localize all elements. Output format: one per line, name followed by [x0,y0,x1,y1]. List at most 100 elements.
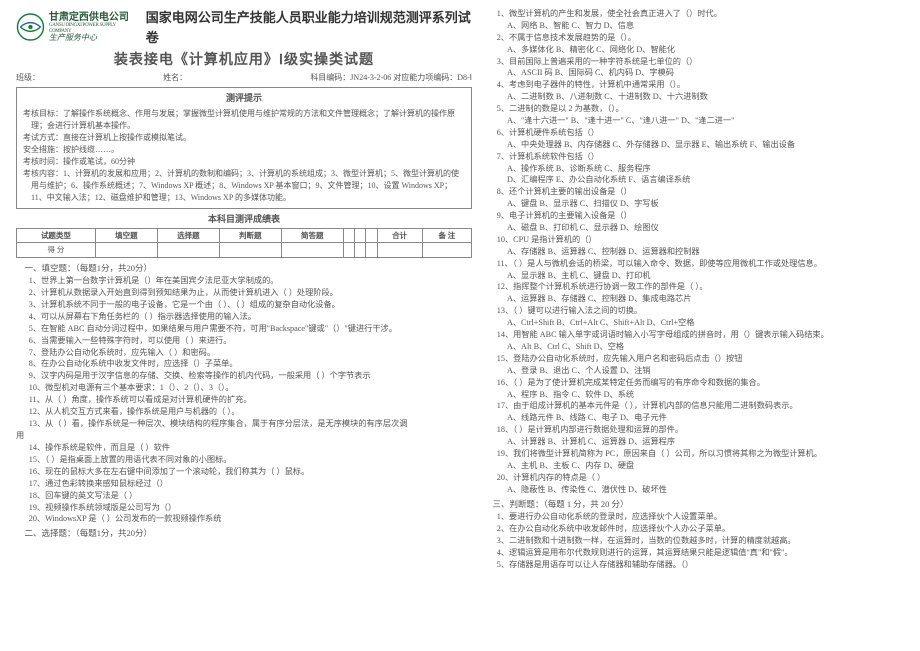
list-item: 3、计算机系统不同于一般的电子设备，它是一个由（ ）、（ ）组成的复杂自动化设备… [29,299,472,311]
list-item: 5、二进制的数是以 2 为基数，（）。 [497,103,904,115]
list-item: 20、计算机内存的特点是（ ） [497,472,904,484]
opts: A、"逢十六进一" B、"逢十进一" C、"逢八进一" D、"逢二进一" [484,115,904,127]
section2-head: 二、选择题：（每题1分，共20分） [16,527,472,540]
section1-list-cont: 14、操作系统是软件，而且是（ ）软件 15、（ ）是指桌面上放置的用语代表不同… [16,442,472,525]
list-item: 10、CPU 是指计算机的（） [497,234,904,246]
opts: A、磁盘 B、打印机 C、显示器 D、绘图仪 [484,222,904,234]
instr-line: 考试方式：直接在计算机上按操作或模拟笔试。 [23,132,465,144]
list-item: 6、当需要输入一些特殊字符时，可以使用（ ）来进行。 [29,335,472,347]
opts: A、隐蔽性 B、传染性 C、潜伏性 D、破坏性 [484,484,904,496]
list-item: 11、从（ ）角度，操作系统可以看成是对计算机硬件的扩充。 [29,394,472,406]
th: 简答题 [281,229,343,243]
hanging-text: 用 [16,430,472,442]
th: 备 注 [422,229,471,243]
list-item: 1、微型计算机的产生和发展，使全社会真正进入了（）时代。 [497,8,904,20]
instructions-box: 测评提示 考核目标：了解操作系统概念、作用与发展；掌握微型计算机使用与维护常规的… [16,87,472,209]
opts: A、登录 B、退出 C、个人设置 D、注销 [484,365,904,377]
list-item: 3、目前国际上普遍采用的一种字符系统是七单位的（） [497,56,904,68]
list-item: 8、在办公自动化系统中收发文件时，应选择（）子菜单。 [29,358,472,370]
list-item: 3、二进制数和十进制数一样，在运算时，当数的位数越多时，计算的精度就越高。 [497,535,904,547]
opts: A、程序 B、指令 C、软件 D、系统 [484,389,904,401]
list-item: 17、由于组成计算机的基本元件是（ ），计算机内部的信息只能用二进制数码表示。 [497,400,904,412]
list-item: 5、存储器是用语存可以让人存储器和辅助存储器。（） [497,559,904,571]
opts: A、计算器 B、计算机 C、运算器 D、运算程序 [484,436,904,448]
company-text: 甘肃定西供电公司 GANSU DINGXI POWER SUPPLY COMPA… [49,12,136,43]
th: 选择题 [157,229,219,243]
table-row: 试题类型 填空题 选择题 判断题 简答题 合计 备 注 [17,229,472,243]
opts: A、存储器 B、运算器 C、控制器 D、运算器和控制器 [484,246,904,258]
th: 填空题 [95,229,157,243]
org-title: 国家电网公司生产技能人员职业能力培训规范测评系列试卷 [146,8,472,47]
meta-line: 班级： 姓名： 科目编码：JN24-3-2-06 对应能力项编码：D8-Ⅰ [16,72,472,84]
list-item: 14、操作系统是软件，而且是（ ）软件 [29,442,472,454]
list-item: 1、要进行办公自动化系统的登录时，应选择伙个人设置菜单。 [497,511,904,523]
opts: A、Alt B、Ctrl C、Shift D、空格 [484,341,904,353]
list-item: 1、世界上第一台数字计算机是（）年在美国宾夕法尼亚大学制成的。 [29,275,472,287]
list-item: 15、（ ）是指桌面上放置的用语代表不同对象的小图标。 [29,454,472,466]
list-item: 2、不属于信息技术发展趋势的是（）。 [497,32,904,44]
opts: A、ASCII 码 B、国际码 C、机内码 D、字模码 [484,67,904,79]
list-item: 7、计算机系统软件包括（） [497,151,904,163]
th [355,229,366,243]
opts: A、主机 B、主板 C、内存 D、硬盘 [484,460,904,472]
list-item: 16、（ ）是为了使计算机完成某特定任务而编写的有序命令和数据的集合。 [497,377,904,389]
th [366,229,377,243]
instr-line: 考核内容：1、计算机的发展和应用；2、计算机的数制和编码；3、计算机的系统组成；… [23,168,465,204]
th [343,229,354,243]
opts: A、键盘 B、显示器 C、扫描仪 D、字写板 [484,198,904,210]
th: 合计 [377,229,422,243]
list-item: 2、在办公自动化系统中收发邮件时，应选择伙个人办公子菜单。 [497,523,904,535]
td: 得 分 [17,243,96,257]
list-item: 19、我们将微型计算机简称为 PC，原因来自（ ）公司，所以习惯将其称之为微型计… [497,448,904,460]
opts: A、多媒体化 B、精密化 C、网络化 D、智能化 [484,44,904,56]
meta-class: 班级： [16,72,40,84]
company-cn: 甘肃定西供电公司 [49,12,136,23]
list-item: 2、计算机从数据录入开始直到得到预知结果为止，从而使计算机进入（ ）处理阶段。 [29,287,472,299]
opts: A、二进制数 B、八进制数 C、十进制数 D、十六进制数 [484,91,904,103]
list-item: 14、用智能 ABC 输入单字或词语时输入小写字母组成的拼音时，用（）键表示输入… [497,329,904,341]
score-title: 本科目测评成绩表 [16,213,472,227]
logo-block: 甘肃定西供电公司 GANSU DINGXI POWER SUPPLY COMPA… [16,12,136,43]
list-item: 4、可以从屏幕右下角任务栏的（ ）指示器选择使用的输入法。 [29,311,472,323]
exam-title: 装表接电《计算机应用》Ⅰ级实操类试题 [16,49,472,70]
list-item: 4、逻辑运算是用布尔代数规则进行的运算，其运算结果只能是逻辑值"真"和"假"。 [497,547,904,559]
list-item: 5、在智能 ABC 自动分词过程中，如果结果与用户需要不符，可用"Backspa… [29,323,472,335]
opts: A、运算器 B、存储器 C、控制器 D、集成电路芯片 [484,293,904,305]
opts: A、Ctrl+Shift B、Ctrl+Alt C、Shift+Alt D、Ct… [484,317,904,329]
th: 试题类型 [17,229,96,243]
section1-head: 一、填空题：（每题1分，共20分） [16,262,472,275]
list-item: 9、汉字内码是用于汉字信息的存储、交换、检索等操作的机内代码，一般采用（ ）个字… [29,370,472,382]
list-item: 7、登陆办公自动化系统时，应先输入（ ）和密码。 [29,347,472,359]
list-item: 4、考虑到电子器件的特性，计算机中通常采用（）。 [497,79,904,91]
list-item: 18、（ ）是计算机内部进行数据处理和运算的部件。 [497,424,904,436]
meta-code: 科目编码：JN24-3-2-06 对应能力项编码：D8-Ⅰ [310,72,472,84]
section1-list: 1、世界上第一台数字计算机是（）年在美国宾夕法尼亚大学制成的。 2、计算机从数据… [16,275,472,430]
left-column: 甘肃定西供电公司 GANSU DINGXI POWER SUPPLY COMPA… [10,8,478,643]
opts: A、线路元件 B、线路 C、电子 D、电子元件 [484,412,904,424]
table-row: 得 分 [17,243,472,257]
list-item: 18、回车键的英文写法是（ ） [29,490,472,502]
opts: A、网络 B、智能 C、智力 D、信息 [484,20,904,32]
list-item: 9、电子计算机的主要输入设备是（） [497,210,904,222]
opts: A、操作系统 B、诊断系统 C、服务程序 [484,163,904,175]
section3-head: 三、判断题：（每题 1 分，共 20 分） [484,498,904,511]
list-item: 13、从（ ）看，操作系统是一种层次、模块结构的程序集合，属于有序分层法，是无序… [29,418,472,430]
header-row: 甘肃定西供电公司 GANSU DINGXI POWER SUPPLY COMPA… [16,8,472,47]
section2-list: 1、微型计算机的产生和发展，使全社会真正进入了（）时代。 [484,8,904,20]
opts: D、汇编程序 E、办公自动化系统 F、语言编译系统 [484,174,904,186]
instructions-title: 测评提示 [23,92,465,106]
right-column: 1、微型计算机的产生和发展，使全社会真正进入了（）时代。 A、网络 B、智能 C… [478,8,910,643]
list-item: 8、还个计算机主要的输出设备是（） [497,186,904,198]
list-item: 10、微型机对电源有三个基本要求：1（）、2（）、3（）。 [29,382,472,394]
list-item: 16、现在的鼠标大多在左右键中间添加了一个滚动轮，我们称其为（ ）鼠标。 [29,466,472,478]
list-item: 6、计算机硬件系统包括（） [497,127,904,139]
list-item: 20、WindowsXP 是（ ）公司发布的一款视频操作系统 [29,513,472,525]
meta-name: 姓名： [163,72,187,84]
page: 甘肃定西供电公司 GANSU DINGXI POWER SUPPLY COMPA… [0,0,920,651]
list-item: 11、（ ）是人与微机会话的桥梁，可以输入命令、数据，即使等应用微机工作或处理信… [497,258,904,270]
list-item: 19、视频操作系统领域版是公司写为（） [29,502,472,514]
sub-unit: 生产服务中心 [49,34,136,43]
list-item: 17、通过色彩转换来感知鼠标经过（） [29,478,472,490]
th: 判断题 [219,229,281,243]
instr-line: 安全措施：按护线缆……。 [23,144,465,156]
